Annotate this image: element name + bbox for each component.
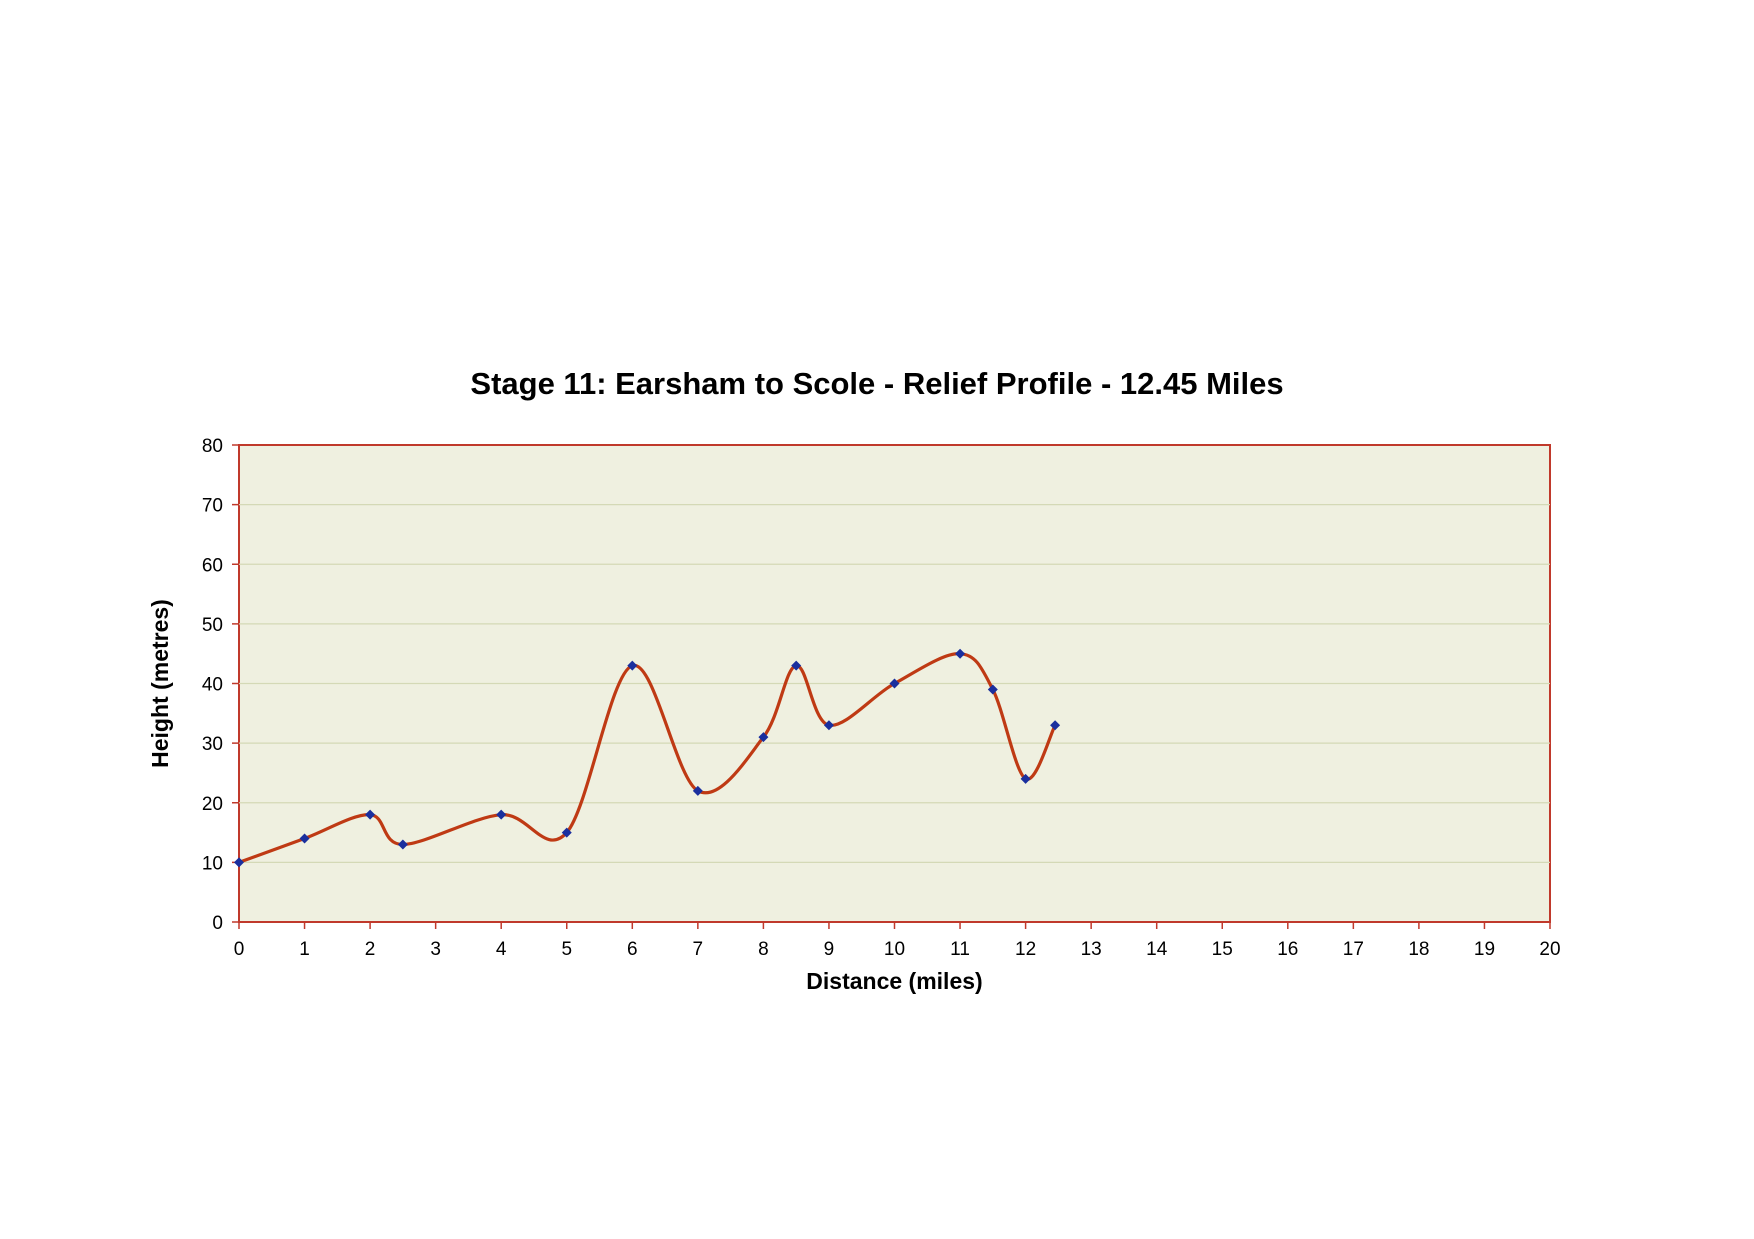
y-axis-title: Height (metres) bbox=[147, 599, 173, 768]
x-tick-label: 5 bbox=[561, 939, 572, 960]
data-point-marker bbox=[1050, 720, 1061, 731]
x-tick-label: 4 bbox=[496, 939, 507, 960]
chart-title: Stage 11: Earsham to Scole - Relief Prof… bbox=[470, 366, 1283, 401]
y-axis-ticks: 0 10 20 30 40 50 60 70 80 bbox=[202, 436, 239, 934]
data-point-marker bbox=[987, 684, 998, 695]
x-tick-label: 19 bbox=[1474, 939, 1495, 960]
x-tick-label: 0 bbox=[234, 939, 245, 960]
y-tick-label: 50 bbox=[202, 615, 223, 636]
y-tick-label: 10 bbox=[202, 853, 223, 874]
data-point-markers bbox=[234, 648, 1061, 868]
x-tick-label: 1 bbox=[299, 939, 310, 960]
y-tick-label: 30 bbox=[202, 734, 223, 755]
data-point-marker bbox=[561, 827, 572, 838]
y-tick-label: 80 bbox=[202, 436, 223, 457]
x-tick-label: 12 bbox=[1015, 939, 1036, 960]
x-tick-label: 3 bbox=[430, 939, 441, 960]
data-point-marker bbox=[823, 720, 834, 731]
x-tick-label: 18 bbox=[1408, 939, 1429, 960]
data-point-marker bbox=[791, 660, 802, 671]
y-tick-label: 20 bbox=[202, 794, 223, 815]
x-tick-label: 15 bbox=[1212, 939, 1233, 960]
data-point-marker bbox=[758, 732, 769, 743]
x-tick-label: 9 bbox=[824, 939, 835, 960]
gridlines bbox=[239, 503, 1550, 864]
data-point-marker bbox=[889, 678, 900, 689]
x-tick-label: 7 bbox=[693, 939, 704, 960]
y-tick-label: 70 bbox=[202, 496, 223, 517]
data-point-marker bbox=[365, 809, 376, 820]
data-point-marker bbox=[1020, 773, 1031, 784]
x-tick-label: 14 bbox=[1146, 939, 1168, 960]
x-tick-label: 17 bbox=[1343, 939, 1364, 960]
data-point-marker bbox=[955, 648, 966, 659]
y-tick-label: 0 bbox=[212, 913, 223, 934]
y-tick-label: 40 bbox=[202, 675, 223, 696]
x-tick-label: 20 bbox=[1539, 939, 1560, 960]
data-point-marker bbox=[627, 660, 638, 671]
y-tick-label: 60 bbox=[202, 555, 223, 576]
x-tick-label: 2 bbox=[365, 939, 376, 960]
data-point-marker bbox=[397, 839, 408, 850]
x-axis-title: Distance (miles) bbox=[806, 968, 982, 994]
data-point-marker bbox=[692, 785, 703, 796]
data-point-marker bbox=[299, 833, 310, 844]
data-point-marker bbox=[234, 857, 244, 868]
x-tick-label: 8 bbox=[758, 939, 769, 960]
x-tick-label: 16 bbox=[1277, 939, 1298, 960]
data-point-marker bbox=[496, 809, 507, 820]
x-tick-label: 6 bbox=[627, 939, 638, 960]
x-tick-label: 11 bbox=[950, 939, 970, 960]
x-tick-label: 10 bbox=[884, 939, 905, 960]
x-tick-label: 13 bbox=[1081, 939, 1102, 960]
x-axis-ticks: 0 1 2 3 4 5 6 7 8 9 10 11 12 13 14 15 16 17 18 19 20 bbox=[234, 922, 1561, 960]
